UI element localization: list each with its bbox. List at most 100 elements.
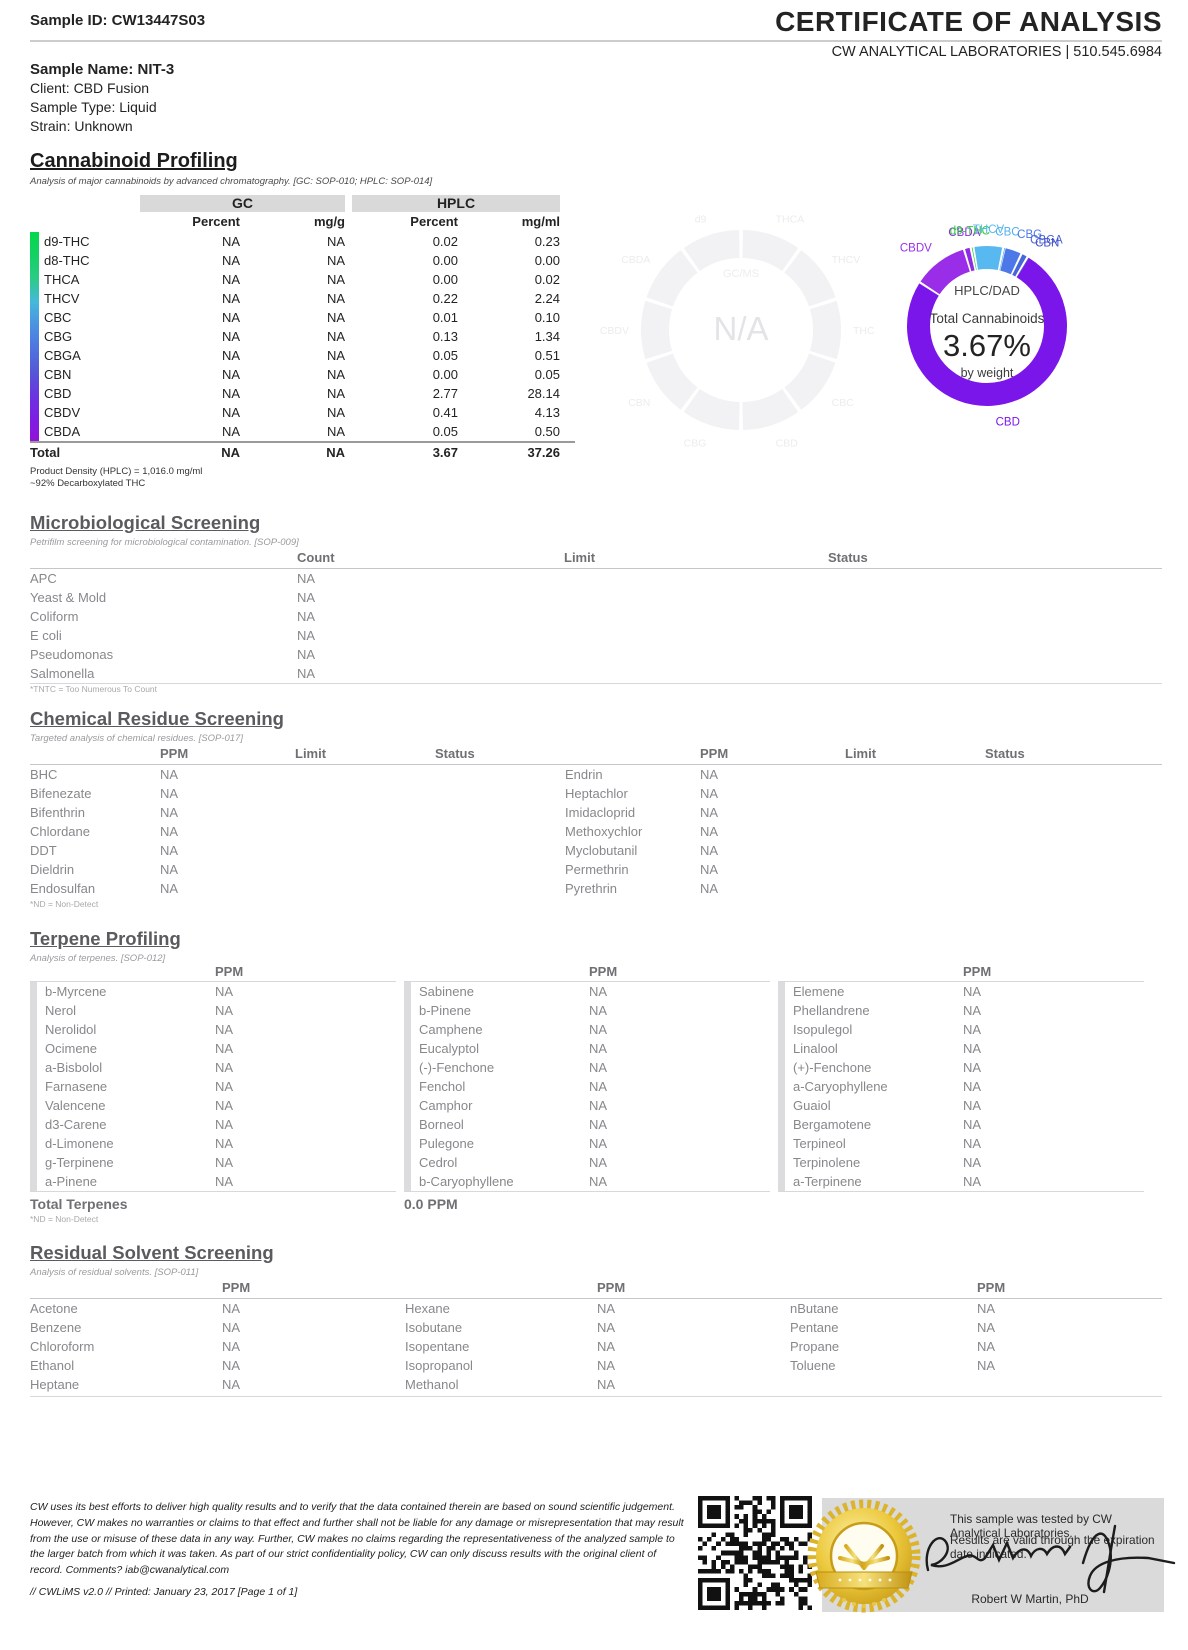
svg-text:d9: d9 (695, 213, 707, 225)
micro-header-row: Count Limit Status (30, 550, 1162, 569)
terpene-col1: b-Myrcene NA Nerol NA Nerolidol NA (30, 981, 396, 1192)
page-title: CERTIFICATE OF ANALYSIS (775, 6, 1162, 37)
column-accent-bar (30, 982, 37, 1191)
table-row: APC NA (30, 571, 316, 586)
svg-text:THCV: THCV (832, 254, 861, 266)
table-row: Yeast & Mold NA (30, 590, 316, 605)
table-row: Linalool NA (793, 1041, 982, 1056)
table-row: d8-THC NA NA 0.00 0.00 (44, 253, 560, 268)
table-row: Coliform NA (30, 609, 316, 624)
table-row: Methanol NA (405, 1377, 616, 1392)
svg-text:CBD: CBD (996, 417, 1020, 429)
table-row: Guaiol NA (793, 1098, 982, 1113)
table-row: Heptane NA (30, 1377, 241, 1392)
table-row: Chloroform NA (30, 1339, 241, 1354)
table-row: CBD NA NA 2.77 28.14 (44, 386, 560, 401)
table-row: a-Caryophyllene NA (793, 1079, 982, 1094)
attestation-line2: Results are valid through the expiration… (950, 1533, 1155, 1561)
section-title-micro: Microbiological Screening (30, 512, 261, 533)
micro-rows: APC NA Yeast & Mold NA Coliform NA E col… (30, 569, 1162, 683)
svg-text:CBDV: CBDV (900, 242, 932, 254)
table-row: b-Myrcene NA (45, 984, 234, 999)
table-row: Methoxychlor NA (565, 824, 719, 839)
table-row: d3-Carene NA (45, 1117, 234, 1132)
table-row: Bifenthrin NA (30, 805, 179, 820)
terpene-col3: Elemene NA Phellandrene NA Isopulegol NA (778, 981, 1144, 1192)
svg-text:CBC: CBC (832, 397, 855, 409)
svg-text:CBG: CBG (1017, 229, 1042, 241)
svg-text:CBD: CBD (776, 438, 799, 450)
table-row: Farnasene NA (45, 1079, 234, 1094)
total-cannabinoids-value: 3.67% (943, 328, 1031, 363)
table-row: (-)-Fenchone NA (419, 1060, 608, 1075)
section-subtitle-chem: Targeted analysis of chemical residues. … (30, 733, 243, 744)
table-row: Permethrin NA (565, 862, 719, 877)
quality-seal-icon (807, 1499, 921, 1613)
chem-header-row: PPM Limit Status PPM Limit Status (30, 746, 1162, 765)
hplc-chart-method: HPLC/DAD (954, 283, 1020, 298)
svg-text:CBDA: CBDA (948, 227, 980, 239)
table-row: Nerolidol NA (45, 1022, 234, 1037)
section-subtitle-solvent: Analysis of residual solvents. [SOP-011] (30, 1267, 199, 1278)
table-row: Myclobutanil NA (565, 843, 719, 858)
table-row: Dieldrin NA (30, 862, 179, 877)
table-row: CBGA NA NA 0.05 0.51 (44, 348, 560, 363)
table-row: Isopropanol NA (405, 1358, 616, 1373)
table-row: Nerol NA (45, 1003, 234, 1018)
table-row: Camphor NA (419, 1098, 608, 1113)
table-row: Propane NA (790, 1339, 996, 1354)
cannabinoid-section: Cannabinoid Profiling Analysis of major … (30, 150, 575, 490)
table-row: Cedrol NA (419, 1155, 608, 1170)
table-row: Phellandrene NA (793, 1003, 982, 1018)
table-row: a-Pinene NA (45, 1174, 234, 1189)
sample-info-block: Sample Name: NIT-3 Client: CBD Fusion Sa… (30, 60, 174, 136)
table-row: Fenchol NA (419, 1079, 608, 1094)
section-title-chem: Chemical Residue Screening (30, 708, 284, 729)
table-row: CBG NA NA 0.13 1.34 (44, 329, 560, 344)
chem-left-rows: BHC NA Bifenezate NA Bifenthrin NA (30, 765, 550, 898)
strain: Strain: Unknown (30, 118, 133, 134)
table-row: THCV NA NA 0.22 2.24 (44, 291, 560, 306)
sample-name: Sample Name: NIT-3 (30, 61, 175, 78)
table-row: CBDV NA NA 0.41 4.13 (44, 405, 560, 420)
table-row: Hexane NA (405, 1301, 616, 1316)
table-row: Terpineol NA (793, 1136, 982, 1151)
section-subtitle-micro: Petrifilm screening for microbiological … (30, 537, 299, 548)
table-row: CBDA NA NA 0.05 0.50 (44, 424, 560, 439)
table-row: Isopulegol NA (793, 1022, 982, 1037)
hplc-chart-unit: by weight (960, 366, 1014, 380)
table-row: Pentane NA (790, 1320, 996, 1335)
cannabinoid-color-scale (30, 232, 39, 441)
svg-text:CBDV: CBDV (600, 325, 629, 337)
solvent-col3: nButane NA Pentane NA Propane NA To (790, 1299, 1150, 1375)
signer-name: Robert W Martin, PhD (971, 1592, 1089, 1606)
table-row: Ethanol NA (30, 1358, 241, 1373)
table-row: Borneol NA (419, 1117, 608, 1132)
lab-name-phone: CW ANALYTICAL LABORATORIES | 510.545.698… (831, 44, 1162, 60)
section-subtitle-terpene: Analysis of terpenes. [SOP-012] (30, 953, 166, 964)
table-row: BHC NA (30, 767, 179, 782)
table-row: Bifenezate NA (30, 786, 179, 801)
table-row: CBC NA NA 0.01 0.10 (44, 310, 560, 325)
signature (925, 1524, 1176, 1594)
table-row: b-Pinene NA (419, 1003, 608, 1018)
svg-text:THCV: THCV (973, 224, 1005, 236)
density-footnote: Product Density (HPLC) = 1,016.0 mg/ml (30, 466, 203, 477)
solvent-ppm-header-row: PPM PPM PPM (30, 1280, 1162, 1299)
chemical-residue-section: Chemical Residue Screening Targeted anal… (30, 708, 1162, 909)
table-row: a-Terpinene NA (793, 1174, 982, 1189)
total-row: Total NA NA 3.67 37.26 (30, 441, 575, 462)
table-row: Isopentane NA (405, 1339, 616, 1354)
solvent-section: Residual Solvent Screening Analysis of r… (30, 1242, 1162, 1397)
hplc-chart-label: Total Cannabinoids (929, 311, 1045, 326)
attestation-line1: This sample was tested by CW Analytical … (950, 1512, 1112, 1540)
table-row: Camphene NA (419, 1022, 608, 1037)
table-row: Pseudomonas NA (30, 647, 316, 662)
microbiological-section: Microbiological Screening Petrifilm scre… (30, 512, 1162, 694)
table-row: Elemene NA (793, 984, 982, 999)
table-row: d9-THC NA NA 0.02 0.23 (44, 234, 560, 249)
table-row: Terpinolene NA (793, 1155, 982, 1170)
terpene-total-row: Total Terpenes 0.0 PPM (30, 1196, 458, 1212)
